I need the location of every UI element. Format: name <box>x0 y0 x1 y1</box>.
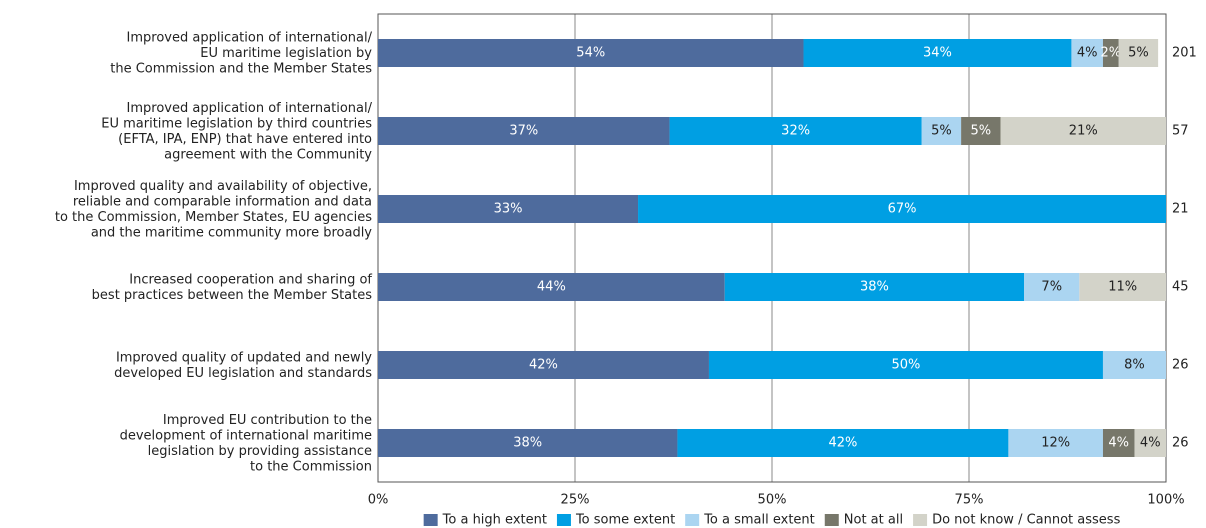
category-line: development of international maritime <box>120 428 372 443</box>
bar-segment <box>1102 39 1119 67</box>
category-line: legislation by providing assistance <box>148 443 372 458</box>
value-label: 38% <box>860 280 889 295</box>
bar-segment <box>378 273 725 301</box>
category-label: Improved quality of updated and newly dev… <box>114 350 372 381</box>
value-label: 5% <box>931 124 952 139</box>
value-label: 2% <box>1101 46 1122 61</box>
respondent-count: 26 <box>1172 436 1189 451</box>
x-tick-label: 25% <box>561 493 590 508</box>
legend-swatch <box>913 514 928 526</box>
category-line: reliable and comparable information and … <box>73 194 372 209</box>
x-tick-label: 0% <box>368 493 389 508</box>
legend-label: To some extent <box>575 513 675 528</box>
value-label: 42% <box>529 358 558 373</box>
bar-segment <box>1000 117 1166 145</box>
bar-segment <box>677 429 1009 457</box>
respondent-count: 26 <box>1172 358 1189 373</box>
category-line: Increased cooperation and sharing of <box>129 272 372 287</box>
value-label: 11% <box>1108 280 1137 295</box>
value-label: 5% <box>1128 46 1149 61</box>
bar-segment <box>1118 39 1159 67</box>
category-line: to the Commission, Member States, EU age… <box>55 209 372 224</box>
category-line: the Commission and the Member States <box>110 61 372 76</box>
x-tick-label: 75% <box>955 493 984 508</box>
bar-segment <box>378 195 639 223</box>
value-label: 4% <box>1077 46 1098 61</box>
respondent-count: 201 <box>1172 46 1197 61</box>
bar-segment <box>378 117 670 145</box>
bar-segment <box>669 117 922 145</box>
x-tick-label: 100% <box>1147 493 1184 508</box>
bar-segment <box>1102 429 1135 457</box>
value-label: 37% <box>509 124 538 139</box>
value-label: 4% <box>1140 436 1161 451</box>
category-line: Improved application of international/ <box>127 100 373 115</box>
legend-swatch <box>824 514 839 526</box>
bar-segment <box>378 351 709 379</box>
category-line: to the Commission <box>250 459 372 474</box>
respondent-count: 45 <box>1172 280 1189 295</box>
legend-label: To a high extent <box>442 513 547 528</box>
legend-swatch <box>685 514 700 526</box>
value-label: 44% <box>537 280 566 295</box>
category-line: best practices between the Member States <box>92 287 373 302</box>
plot-frame <box>377 13 1167 483</box>
category-label: Increased cooperation and sharing of best… <box>92 272 373 303</box>
bar-segment <box>708 351 1103 379</box>
value-label: 42% <box>828 436 857 451</box>
respondent-count: 57 <box>1172 124 1189 139</box>
value-label: 34% <box>923 46 952 61</box>
legend-label: Do not know / Cannot assess <box>932 513 1121 528</box>
value-label: 54% <box>576 46 605 61</box>
bar-segment <box>378 429 678 457</box>
bar-segment <box>1102 351 1166 379</box>
x-tick-label: 50% <box>758 493 787 508</box>
value-label: 67% <box>888 202 917 217</box>
category-line: agreement with the Community <box>164 147 372 162</box>
category-line: EU maritime legislation by <box>200 46 372 61</box>
bar-segment <box>803 39 1072 67</box>
category-label: Improved application of international/EU… <box>110 30 372 76</box>
bar-segment <box>1024 273 1080 301</box>
category-line: developed EU legislation and standards <box>114 365 372 380</box>
bar-segment <box>1134 429 1166 457</box>
bar-segment <box>1079 273 1166 301</box>
category-line: Improved EU contribution to the <box>163 412 372 427</box>
legend: To a high extent To some extent To a small… <box>423 513 1121 528</box>
value-label: 21% <box>1069 124 1098 139</box>
value-label: 12% <box>1041 436 1070 451</box>
category-line: and the maritime community more broadly <box>91 225 372 240</box>
bar-segment <box>1008 429 1103 457</box>
value-label: 38% <box>513 436 542 451</box>
respondent-count: 21 <box>1172 202 1189 217</box>
value-label: 33% <box>494 202 523 217</box>
legend-label: To a small extent <box>703 513 815 528</box>
value-label: 7% <box>1041 280 1062 295</box>
bar-segment <box>921 117 962 145</box>
bar-segment <box>724 273 1025 301</box>
legend-label: Not at all <box>844 513 903 528</box>
value-label: 32% <box>781 124 810 139</box>
category-line: EU maritime legislation by third countri… <box>101 116 372 131</box>
value-label: 8% <box>1124 358 1145 373</box>
value-label: 5% <box>971 124 992 139</box>
legend-swatch <box>556 514 571 526</box>
category-label: Improved quality and availability of obj… <box>55 178 372 240</box>
bar-segment <box>378 39 804 67</box>
category-label: Improved application of international/EU… <box>101 100 372 162</box>
value-label: 50% <box>892 358 921 373</box>
category-line: (EFTA, IPA, ENP) that have entered into <box>118 131 372 146</box>
legend-swatch <box>423 514 438 526</box>
bar-segment <box>961 117 1001 145</box>
category-line: Improved quality of updated and newly <box>116 350 372 365</box>
bar-segment <box>638 195 1166 223</box>
value-label: 4% <box>1108 436 1129 451</box>
category-label: Improved EU contribution to the developme… <box>120 412 372 474</box>
bar-segment <box>1071 39 1103 67</box>
category-line: Improved quality and availability of obj… <box>74 178 372 193</box>
category-line: Improved application of international/ <box>127 30 373 45</box>
